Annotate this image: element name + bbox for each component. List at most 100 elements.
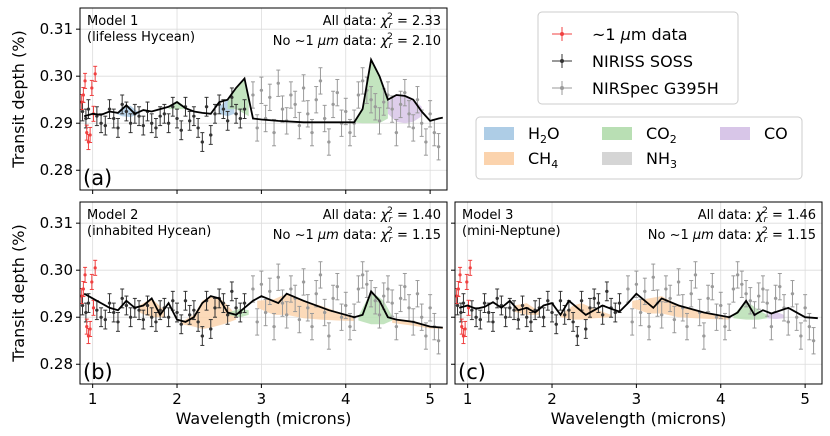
- g395-point-marker: [415, 292, 420, 296]
- soss-point-marker: [512, 308, 516, 312]
- x-tick-label: 3: [632, 390, 642, 408]
- legend-marker: [560, 32, 564, 36]
- soss-point: [200, 132, 205, 152]
- soss-point-marker: [188, 119, 192, 123]
- legend-marker: [560, 86, 564, 90]
- onemu-point-marker: [463, 327, 467, 331]
- g395-point-marker: [394, 131, 398, 135]
- g395-point: [394, 118, 399, 147]
- g395-point-marker: [807, 325, 811, 329]
- chi2-all-data: All data: χr2 = 1.46: [698, 206, 816, 225]
- species-base: CH: [528, 149, 551, 168]
- chi-sub: r: [763, 235, 768, 245]
- g395-point: [668, 284, 673, 313]
- g395-point-marker: [436, 145, 441, 149]
- g395-point: [322, 298, 327, 327]
- legend-entry: NIRISS SOSS: [552, 52, 693, 71]
- g395-point-marker: [626, 287, 630, 291]
- onemu-point-marker: [91, 306, 96, 310]
- soss-point-marker: [86, 301, 91, 305]
- soss-point-marker: [80, 109, 85, 114]
- onemu-point-marker: [468, 266, 472, 270]
- soss-point: [208, 319, 213, 339]
- chi-sup: 2: [387, 12, 393, 22]
- soss-point: [558, 290, 563, 311]
- soss-point: [554, 314, 559, 335]
- onemu-point: [88, 126, 93, 144]
- g395-point-marker: [790, 292, 795, 296]
- chi2-no1-mid: data:: [339, 34, 381, 49]
- g395-point-marker: [403, 285, 407, 289]
- g395-point: [326, 322, 331, 350]
- soss-point: [478, 309, 483, 330]
- onemu-point-marker: [81, 93, 85, 97]
- soss-point-marker: [86, 107, 91, 111]
- y-tick-label: 0.28: [40, 161, 73, 179]
- soss-point-marker: [470, 308, 474, 312]
- soss-point-marker: [150, 121, 154, 125]
- soss-point-marker: [124, 109, 129, 114]
- soss-point: [153, 118, 158, 138]
- soss-point: [596, 293, 601, 314]
- g395-point: [625, 275, 630, 303]
- soss-point-marker: [116, 126, 120, 130]
- soss-point: [520, 295, 525, 316]
- g395-point: [301, 268, 306, 296]
- g395-point: [630, 308, 635, 336]
- species-tail: O: [547, 124, 560, 143]
- soss-point-marker: [145, 303, 150, 308]
- g395-point-marker: [415, 98, 420, 102]
- model-line: [458, 292, 818, 320]
- g395-point-marker: [403, 91, 407, 95]
- soss-point-marker: [171, 299, 175, 303]
- g395-point-marker: [668, 296, 672, 301]
- soss-point: [141, 309, 146, 330]
- g395-point: [436, 133, 441, 161]
- g395-point-marker: [706, 296, 710, 301]
- soss-point-marker: [204, 105, 209, 109]
- soss-point-marker: [171, 105, 175, 109]
- y-axis-label: Transit depth (%): [9, 30, 28, 168]
- onemu-point-marker: [465, 280, 469, 284]
- g395-point: [288, 81, 293, 109]
- g395-point-marker: [386, 287, 390, 291]
- soss-point: [571, 312, 576, 332]
- g395-point: [360, 261, 365, 289]
- g395-point: [297, 305, 302, 334]
- chi2-all-prefix: All data:: [323, 14, 381, 29]
- y-tick-label: 0.29: [40, 308, 73, 326]
- g395-point: [369, 86, 374, 114]
- onemu-point-marker: [85, 325, 89, 329]
- g395-point: [347, 312, 352, 341]
- g395-point-marker: [310, 131, 314, 135]
- g395-point-marker: [306, 306, 310, 310]
- g395-point-marker: [660, 313, 664, 317]
- g395-point: [352, 109, 357, 137]
- g395-point: [722, 312, 727, 341]
- chi-sub: r: [388, 21, 393, 31]
- soss-point-marker: [592, 296, 596, 301]
- model-line: [83, 56, 443, 124]
- species-swatch: [720, 127, 750, 140]
- y-tick-label: 0.31: [40, 20, 73, 38]
- soss-point: [107, 99, 112, 120]
- g395-point-marker: [420, 121, 424, 125]
- g395-point: [331, 284, 336, 313]
- g395-point: [263, 104, 268, 133]
- g395-point: [255, 308, 260, 336]
- mu-unit: μm: [692, 228, 714, 243]
- g395-point: [811, 327, 816, 355]
- g395-point: [280, 289, 285, 317]
- soss-point-marker: [234, 112, 238, 116]
- g395-point: [356, 81, 361, 109]
- soss-point-marker: [137, 308, 141, 312]
- soss-point-marker: [154, 320, 158, 324]
- soss-point-marker: [478, 317, 482, 322]
- g395-point-marker: [769, 325, 773, 329]
- soss-point-marker: [200, 334, 204, 338]
- species-swatch: [484, 152, 514, 165]
- soss-point-marker: [516, 317, 520, 322]
- g395-point: [373, 287, 378, 315]
- soss-point: [528, 312, 533, 332]
